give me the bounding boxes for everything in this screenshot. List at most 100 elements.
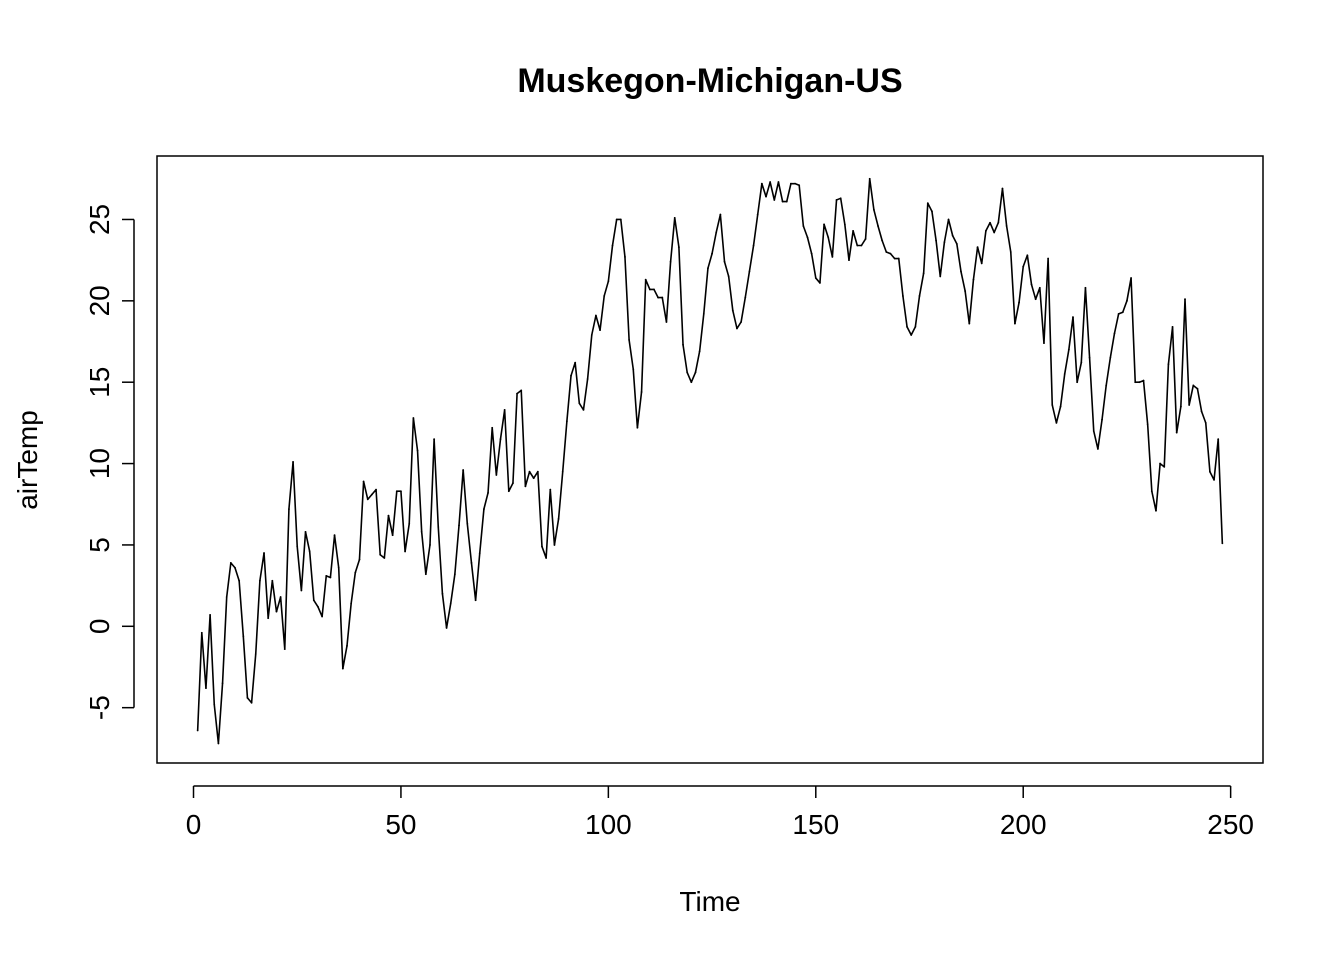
data-point (292, 461, 294, 463)
data-point (769, 181, 772, 183)
data-point (599, 329, 601, 332)
data-point (267, 617, 270, 620)
data-point (1109, 356, 1112, 359)
data-point (545, 557, 548, 559)
data-point (217, 742, 220, 745)
data-point (740, 321, 743, 323)
data-point (794, 182, 796, 185)
data-point (234, 566, 236, 569)
data-point (420, 531, 423, 533)
data-point (1134, 381, 1137, 384)
data-point (503, 408, 506, 411)
data-point (964, 290, 967, 292)
x-axis-label: Time (679, 886, 740, 917)
data-point (209, 614, 212, 616)
data-point (366, 498, 369, 501)
data-point (906, 325, 908, 328)
data-point (483, 508, 485, 511)
data-point (275, 610, 278, 613)
data-point (682, 343, 684, 346)
data-point (441, 592, 444, 595)
data-point (719, 213, 722, 216)
data-point (404, 550, 406, 553)
data-point (474, 599, 477, 602)
data-point (785, 200, 788, 203)
data-point (1022, 265, 1025, 268)
data-point (304, 531, 307, 533)
data-point (337, 566, 340, 569)
data-point (466, 522, 469, 525)
data-point (400, 490, 402, 493)
data-point (773, 199, 776, 201)
data-point (1059, 405, 1062, 408)
data-point (1117, 312, 1120, 315)
data-point (541, 545, 543, 548)
data-point (408, 522, 411, 525)
data-point (673, 216, 676, 219)
data-point (300, 589, 303, 592)
x-tick-label: 250 (1207, 809, 1254, 840)
data-point (520, 389, 523, 392)
data-point (595, 314, 597, 317)
data-point (997, 221, 1000, 224)
data-point (1209, 470, 1211, 473)
data-point (1005, 225, 1008, 227)
data-point (263, 552, 265, 554)
data-point (416, 449, 419, 452)
data-point (781, 200, 784, 203)
data-point (1076, 381, 1079, 384)
data-point (715, 231, 718, 234)
data-point (1092, 430, 1095, 432)
data-point (387, 514, 390, 517)
data-point (648, 288, 651, 291)
data-point (271, 579, 274, 582)
data-point (835, 199, 838, 201)
data-point (470, 561, 473, 564)
data-point (686, 371, 689, 374)
data-point (843, 223, 846, 226)
data-point (395, 490, 398, 493)
data-point (561, 470, 564, 473)
data-point (736, 327, 738, 330)
data-point (698, 350, 701, 353)
data-point (308, 550, 311, 553)
data-point (229, 561, 232, 564)
data-point (495, 474, 498, 476)
data-point (968, 322, 971, 325)
data-point (491, 426, 494, 429)
data-point (1043, 342, 1045, 345)
data-point (1126, 299, 1128, 302)
data-point (918, 295, 921, 297)
data-point (512, 482, 514, 484)
data-point (744, 296, 747, 299)
data-point (1084, 286, 1087, 289)
data-point (798, 184, 801, 187)
data-point (570, 374, 572, 377)
data-point (370, 493, 373, 496)
data-point (852, 229, 855, 232)
data-point (790, 182, 792, 185)
data-point (1034, 298, 1037, 301)
data-point (1142, 379, 1145, 382)
data-point (819, 282, 821, 284)
data-point (565, 420, 568, 423)
data-point (458, 524, 460, 527)
data-point (1184, 298, 1186, 301)
data-point (872, 208, 875, 211)
data-point (1146, 423, 1149, 426)
data-point (653, 288, 655, 291)
data-point (557, 518, 560, 520)
data-point (972, 278, 975, 281)
data-point (889, 252, 892, 255)
y-tick-label: 15 (84, 367, 115, 398)
data-point (1001, 187, 1004, 190)
data-point (333, 534, 336, 537)
data-point (1067, 348, 1070, 351)
data-point (839, 197, 842, 200)
data-point (690, 381, 693, 384)
data-point (1026, 254, 1029, 257)
data-point (748, 270, 751, 273)
data-point (632, 368, 635, 371)
y-axis-label: airTemp (12, 410, 43, 510)
data-point (200, 631, 203, 634)
